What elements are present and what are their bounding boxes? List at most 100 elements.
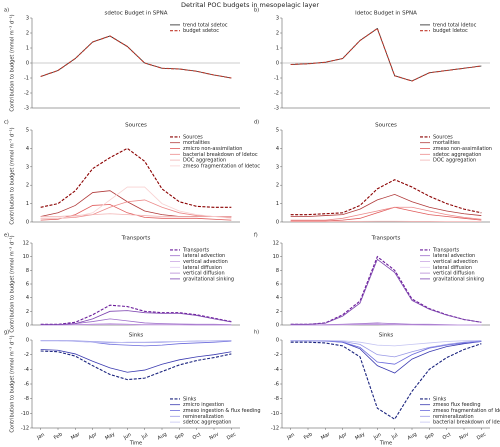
panel-label: d) — [254, 120, 259, 126]
legend-label: Sinks — [433, 396, 447, 402]
legend-label: lateral diffusion — [433, 265, 472, 271]
legend-label: zmeso fragmentation of ldetoc — [183, 163, 260, 169]
series-line — [40, 199, 232, 219]
series-line — [40, 35, 232, 79]
panel-label: h) — [254, 330, 259, 336]
y-axis-label: Contribution to budget (mmol m⁻³ d⁻¹) — [10, 14, 16, 111]
legend-label: Sources — [433, 134, 453, 140]
series-line — [290, 340, 482, 365]
y-tick-label: 3 — [26, 16, 29, 22]
x-tick-label: Feb — [303, 432, 314, 442]
x-tick-label: Sep — [424, 431, 435, 441]
y-tick-label: -6 — [274, 382, 279, 388]
y-tick-label: -4 — [274, 367, 279, 373]
legend-label: Sources — [183, 134, 203, 140]
legend-label: Transports — [182, 247, 209, 253]
y-tick-label: -3 — [274, 106, 279, 112]
x-tick-label: Aug — [407, 431, 418, 441]
y-tick-label: 0 — [276, 338, 279, 344]
x-tick-label: May — [104, 431, 116, 441]
y-tick-label: -2 — [24, 352, 29, 358]
series-line — [290, 179, 482, 216]
x-tick-label: Jun — [372, 432, 383, 442]
y-tick-label: -4 — [24, 367, 29, 373]
series-line — [290, 27, 482, 82]
panel: e) Transports 0 2 4 6 8 10 12 Contribution to bud… — [4, 233, 240, 333]
y-tick-label: 1 — [276, 46, 279, 52]
legend-label: DOC aggregation — [433, 158, 476, 164]
panel-title: Sources — [125, 123, 147, 129]
legend-label: Sinks — [183, 396, 197, 402]
y-tick-label: -2 — [274, 91, 279, 97]
x-axis-label: Time — [379, 441, 392, 447]
y-tick-label: 0 — [26, 323, 29, 329]
legend-label: bacterial breakdown of ldetoc — [433, 420, 500, 426]
legend-label: lateral advection — [433, 253, 475, 259]
series-line — [40, 186, 232, 219]
y-tick-label: 2 — [26, 183, 29, 189]
y-tick-label: 0 — [276, 61, 279, 67]
panel: h) Sinks -12 -10 -8 -6 -4 -2 0 Jan Feb Mar Apr May Jun… — [254, 330, 500, 447]
y-tick-label: 3 — [276, 164, 279, 170]
series-line — [40, 304, 232, 325]
series-line — [40, 323, 232, 326]
y-tick-label: 0 — [26, 220, 29, 226]
legend-label: bacterial breakdown of ldetoc — [183, 152, 258, 158]
legend-label: vertical diffusion — [183, 271, 225, 277]
x-tick-label: Nov — [459, 431, 470, 441]
y-tick-label: 4 — [276, 146, 279, 152]
panel-label: b) — [254, 8, 259, 14]
y-tick-label: -2 — [274, 352, 279, 358]
legend-label: gravitational sinking — [433, 276, 484, 282]
legend-label: budget ldetoc — [433, 28, 468, 34]
series-line — [40, 35, 232, 79]
series-line — [290, 339, 482, 347]
panel-title: sdetoc Budget in SPNA — [104, 11, 167, 17]
panel-label: a) — [4, 8, 9, 14]
x-tick-label: Feb — [53, 432, 64, 442]
panel-label: e) — [4, 233, 9, 239]
y-tick-label: 1 — [276, 201, 279, 207]
legend-label: lateral advection — [183, 253, 225, 259]
y-tick-label: 12 — [273, 241, 279, 247]
panel-title: Sources — [375, 123, 397, 129]
legend-label: sdetoc aggregation — [183, 420, 231, 426]
x-tick-label: Jul — [390, 432, 399, 441]
x-tick-label: Jun — [122, 432, 133, 442]
series-line — [40, 350, 232, 381]
panel-title: Transports — [121, 236, 151, 242]
legend-label: zmeso non-assimilation — [433, 146, 492, 152]
x-tick-label: Nov — [209, 431, 220, 441]
x-tick-label: Sep — [174, 431, 185, 441]
y-tick-label: 0 — [26, 61, 29, 67]
legend-label: zmeso flux feeding — [433, 402, 481, 408]
legend-label: trend total sdetoc — [183, 22, 228, 28]
legend-label: remineralization — [183, 414, 224, 420]
x-tick-label: May — [354, 431, 366, 441]
y-tick-label: 4 — [26, 146, 29, 152]
x-tick-label: Jan — [35, 432, 46, 442]
legend-label: zmeso fragmentation of ldetoc — [433, 408, 500, 414]
panel-title: Sinks — [129, 333, 144, 339]
x-tick-label: Jul — [140, 432, 149, 441]
series-line — [290, 193, 482, 217]
panel: c) Sources 0 1 2 3 4 5 Contribution to budget (m… — [4, 120, 260, 226]
series-line — [40, 349, 232, 373]
y-tick-label: 2 — [276, 183, 279, 189]
y-axis-label: Contribution to budget (mmol m⁻³ d⁻¹) — [10, 235, 16, 332]
legend-label: mortalities — [183, 140, 210, 146]
y-tick-label: 4 — [276, 295, 279, 301]
y-tick-label: 2 — [26, 31, 29, 37]
panel: a) sdetoc Budget in SPNA -3 -2 -1 0 1 2 3 Contrib… — [4, 8, 240, 112]
y-axis-label: Contribution to budget (mmol m⁻³ d⁻¹) — [10, 127, 16, 224]
y-tick-label: 2 — [276, 309, 279, 315]
panel-label: c) — [4, 120, 9, 126]
series-line — [40, 340, 232, 344]
panel-label: f) — [254, 233, 258, 239]
y-tick-label: -1 — [274, 76, 279, 82]
series-line — [40, 310, 232, 326]
series-line — [290, 206, 482, 222]
y-tick-label: 0 — [26, 338, 29, 344]
